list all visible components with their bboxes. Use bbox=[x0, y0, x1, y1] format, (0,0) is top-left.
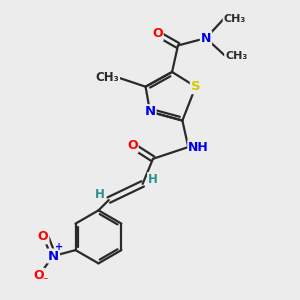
Text: N: N bbox=[48, 250, 59, 262]
Text: CH₃: CH₃ bbox=[95, 71, 119, 84]
Text: CH₃: CH₃ bbox=[224, 14, 246, 24]
Text: N: N bbox=[201, 32, 211, 45]
Text: O: O bbox=[127, 139, 138, 152]
Text: O: O bbox=[33, 268, 44, 282]
Text: O: O bbox=[152, 27, 163, 40]
Text: H: H bbox=[148, 173, 158, 186]
Text: +: + bbox=[55, 242, 63, 252]
Text: S: S bbox=[191, 80, 200, 93]
Text: CH₃: CH₃ bbox=[225, 51, 247, 61]
Text: NH: NH bbox=[188, 141, 209, 154]
Text: N: N bbox=[144, 105, 156, 118]
Text: ⁻: ⁻ bbox=[42, 277, 48, 286]
Text: O: O bbox=[38, 230, 48, 243]
Text: H: H bbox=[95, 188, 105, 201]
